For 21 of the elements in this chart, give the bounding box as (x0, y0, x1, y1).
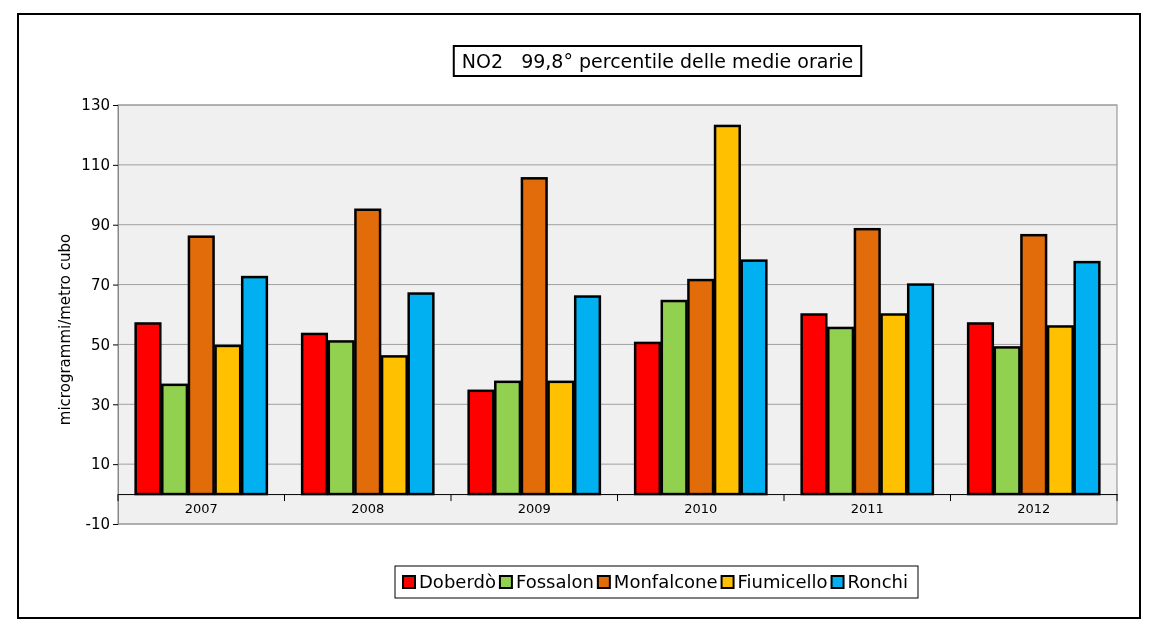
x-tick-label: 2009 (517, 500, 551, 516)
chart-title: NO2 99,8° percentile delle medie orarie (461, 50, 854, 72)
x-tick-label: 2011 (850, 500, 884, 516)
y-tick-label: 50 (90, 335, 110, 354)
legend-label: Fiumicello (737, 571, 828, 592)
y-axis-title: microgrammi/metro cubo (56, 233, 74, 426)
legend-label: Monfalcone (613, 571, 718, 592)
y-tick-label: 70 (90, 275, 110, 294)
x-tick-label: 2008 (351, 500, 385, 516)
x-tick-label: 2012 (1017, 500, 1051, 516)
legend-label: Doberdò (419, 571, 496, 592)
y-tick-label: -10 (85, 515, 110, 534)
x-tick-label: 2007 (184, 500, 218, 516)
legend-label: Ronchi (847, 571, 908, 592)
y-tick-label: 10 (90, 455, 110, 474)
y-tick-label: 90 (90, 216, 110, 235)
y-tick-label: 30 (90, 395, 110, 414)
legend-label: Fossalon (515, 571, 594, 592)
y-tick-label: 130 (81, 96, 110, 115)
x-tick-label: 2010 (684, 500, 718, 516)
y-tick-label: 110 (81, 156, 110, 175)
